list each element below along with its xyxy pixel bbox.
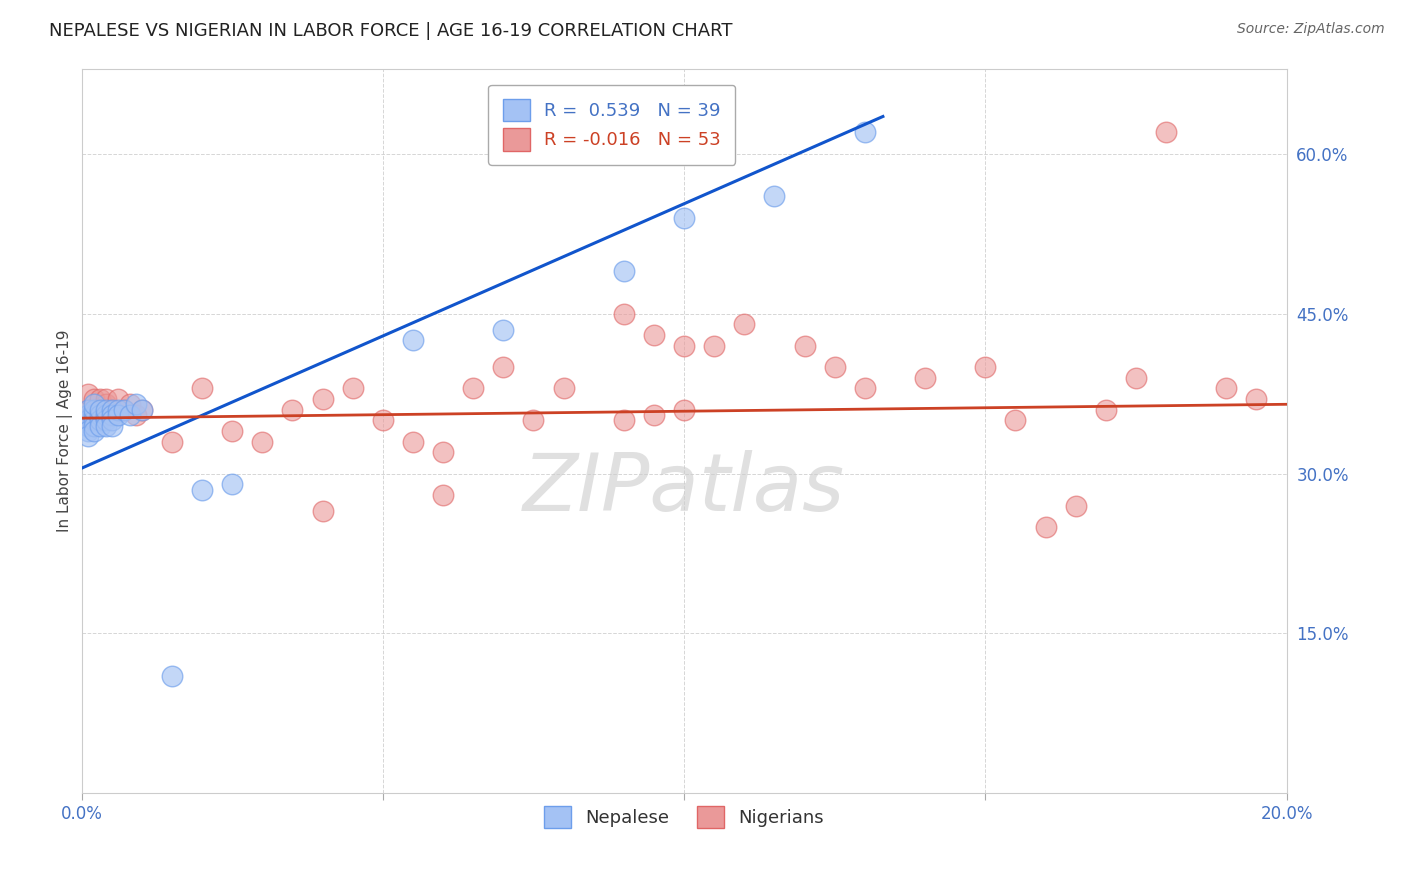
Point (160, 669, 183, 683)
Point (112, 402, 135, 417)
Point (89, 413, 111, 427)
Point (83, 392, 105, 406)
Point (492, 323, 515, 337)
Point (793, 339, 815, 353)
Point (125, 397, 148, 411)
Text: Source: ZipAtlas.com: Source: ZipAtlas.com (1237, 22, 1385, 37)
Point (89, 408, 111, 422)
Point (94, 418, 117, 433)
Point (94, 392, 117, 406)
Point (853, 126, 876, 140)
Point (83, 402, 105, 417)
Point (118, 408, 141, 422)
Point (221, 477, 243, 491)
Point (553, 381, 575, 395)
Point (83, 408, 105, 422)
Point (853, 381, 876, 395)
Point (107, 392, 129, 406)
Point (824, 359, 846, 374)
Point (432, 488, 454, 502)
Point (100, 418, 122, 433)
Point (522, 413, 544, 427)
Point (191, 381, 214, 395)
Point (107, 402, 129, 417)
Point (673, 402, 696, 417)
Point (131, 402, 153, 417)
Point (76, 429, 98, 443)
Point (1125, 370, 1147, 384)
Point (89, 418, 111, 433)
Point (125, 408, 148, 422)
Point (221, 424, 243, 438)
Point (492, 359, 515, 374)
Point (83, 397, 105, 411)
Point (613, 307, 636, 321)
Point (733, 318, 755, 332)
Point (160, 434, 183, 449)
Point (432, 445, 454, 459)
Point (673, 211, 696, 225)
Point (100, 402, 122, 417)
Point (76, 402, 98, 417)
Point (311, 504, 333, 518)
Point (83, 413, 105, 427)
Point (311, 392, 333, 406)
Point (1154, 126, 1177, 140)
Point (763, 189, 786, 203)
Point (83, 418, 105, 433)
Point (94, 413, 117, 427)
Point (613, 264, 636, 278)
Point (76, 402, 98, 417)
Point (89, 392, 111, 406)
Point (100, 402, 122, 417)
Point (703, 339, 725, 353)
Point (1215, 381, 1237, 395)
Point (643, 408, 665, 422)
Point (76, 386, 98, 401)
Point (94, 408, 117, 422)
Point (76, 413, 98, 427)
Point (1004, 413, 1026, 427)
Point (100, 408, 122, 422)
Point (342, 381, 364, 395)
Point (76, 418, 98, 433)
Text: ZIPatlas: ZIPatlas (523, 450, 845, 528)
Point (131, 402, 153, 417)
Point (94, 397, 117, 411)
Point (613, 413, 636, 427)
Point (94, 402, 117, 417)
Point (643, 328, 665, 343)
Point (402, 434, 425, 449)
Point (463, 381, 485, 395)
Point (191, 483, 214, 497)
Point (281, 402, 304, 417)
Point (83, 424, 105, 438)
Point (1064, 499, 1087, 513)
Point (76, 413, 98, 427)
Point (100, 413, 122, 427)
Point (89, 402, 111, 417)
Point (1095, 402, 1118, 417)
Point (107, 408, 129, 422)
Point (371, 413, 394, 427)
Point (83, 413, 105, 427)
Point (89, 402, 111, 417)
Text: NEPALESE VS NIGERIAN IN LABOR FORCE | AGE 16-19 CORRELATION CHART: NEPALESE VS NIGERIAN IN LABOR FORCE | AG… (49, 22, 733, 40)
Point (252, 434, 274, 449)
Point (673, 339, 696, 353)
Y-axis label: In Labor Force | Age 16-19: In Labor Force | Age 16-19 (58, 330, 73, 533)
Point (1035, 520, 1057, 534)
Point (112, 402, 135, 417)
Point (76, 408, 98, 422)
Point (402, 334, 425, 348)
Point (914, 370, 936, 384)
Legend: Nepalese, Nigerians: Nepalese, Nigerians (537, 798, 831, 835)
Point (76, 424, 98, 438)
Point (100, 408, 122, 422)
Point (974, 359, 997, 374)
Point (118, 397, 141, 411)
Point (1246, 392, 1268, 406)
